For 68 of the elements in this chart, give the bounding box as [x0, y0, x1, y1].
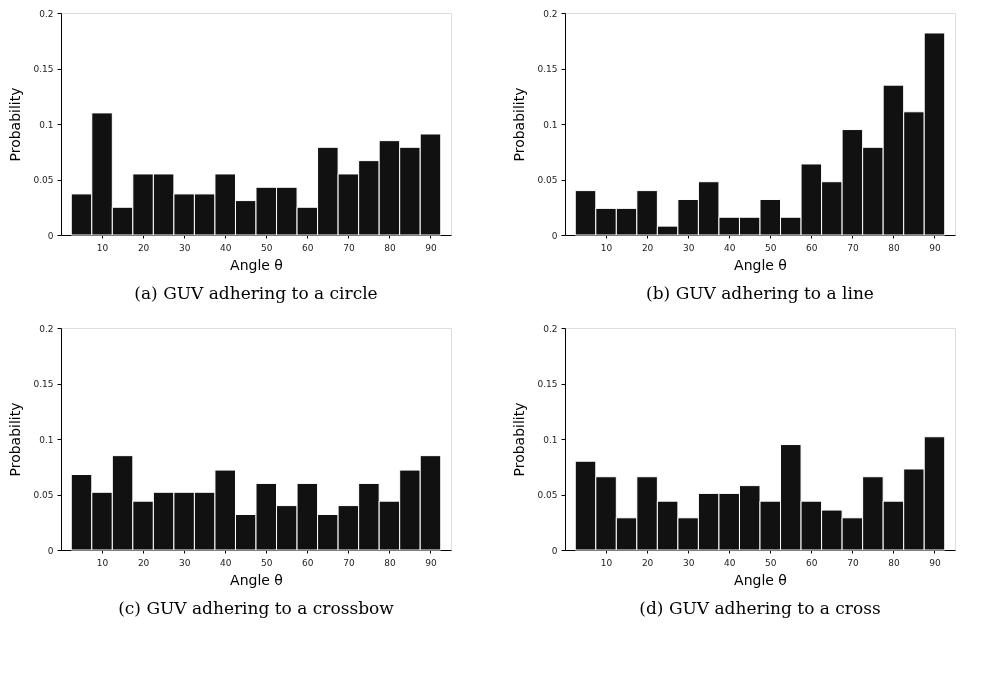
x-tick-label: 80	[384, 557, 396, 568]
x-tick-label: 60	[302, 242, 314, 253]
y-tick-label: 0	[551, 230, 558, 241]
x-tick-label: 90	[425, 242, 437, 253]
y-tick-label: 0.1	[39, 434, 54, 445]
x-tick-label: 40	[219, 242, 232, 253]
y-tick-label: 0	[551, 545, 558, 556]
y-axis-title: Probability	[7, 87, 24, 162]
x-axis-title: Angle θ	[230, 571, 283, 588]
y-tick-label: 0.2	[39, 323, 54, 334]
x-tick-label: 20	[641, 242, 654, 253]
x-axis-title: Angle θ	[734, 256, 787, 273]
x-tick-label: 70	[847, 242, 859, 253]
y-tick-label: 0	[47, 230, 54, 241]
text: (c) GUV adhering to a crossbow	[118, 598, 395, 618]
x-tick-label: 60	[806, 242, 818, 253]
y-axis-title: Probability	[511, 87, 528, 162]
x-axis-title: Angle θ	[734, 571, 787, 588]
x-tick-label: 80	[888, 557, 900, 568]
x-tick-label: 70	[343, 557, 355, 568]
x-tick-label: 10	[600, 557, 613, 568]
y-tick-label: 0.05	[33, 175, 54, 185]
x-tick-label: 30	[682, 242, 695, 253]
x-tick-label: 60	[302, 557, 314, 568]
x-tick-label: 90	[929, 557, 941, 568]
y-tick-label: 0.15	[537, 64, 558, 74]
y-tick-label: 0.05	[33, 490, 54, 500]
y-tick-label: 0	[47, 545, 54, 556]
y-tick-label: 0.1	[543, 434, 558, 445]
x-tick-label: 20	[137, 557, 150, 568]
y-tick-label: 0.1	[39, 119, 54, 130]
y-tick-label: 0.1	[543, 119, 558, 130]
y-tick-label: 0.15	[33, 64, 54, 74]
y-tick-label: 0.05	[537, 490, 558, 500]
x-tick-label: 10	[96, 557, 109, 568]
x-tick-label: 50	[261, 557, 273, 568]
x-tick-label: 40	[723, 242, 736, 253]
x-tick-label: 50	[765, 557, 777, 568]
x-tick-label: 90	[929, 242, 941, 253]
x-tick-label: 80	[888, 242, 900, 253]
x-tick-label: 10	[96, 242, 109, 253]
x-tick-label: 20	[641, 557, 654, 568]
y-axis-title: Probability	[7, 402, 24, 477]
y-tick-label: 0.2	[39, 8, 54, 19]
x-tick-label: 80	[384, 242, 396, 253]
x-tick-label: 70	[847, 557, 859, 568]
x-tick-label: 70	[343, 242, 355, 253]
x-tick-label: 30	[682, 557, 695, 568]
x-tick-label: 30	[178, 242, 191, 253]
text: (d) GUV adhering to a cross	[639, 598, 881, 618]
x-tick-label: 40	[219, 557, 232, 568]
y-tick-label: 0.2	[543, 323, 558, 334]
x-tick-label: 30	[178, 557, 191, 568]
x-tick-label: 10	[600, 242, 613, 253]
x-tick-label: 90	[425, 557, 437, 568]
x-axis-title: Angle θ	[230, 256, 283, 273]
x-tick-label: 20	[137, 242, 150, 253]
y-tick-label: 0.15	[33, 379, 54, 389]
y-axis-title: Probability	[511, 402, 528, 477]
x-tick-label: 50	[261, 242, 273, 253]
text: (b) GUV adhering to a line	[646, 283, 874, 303]
x-tick-label: 40	[723, 557, 736, 568]
x-tick-label: 60	[806, 557, 818, 568]
y-tick-label: 0.2	[543, 8, 558, 19]
text: (a) GUV adhering to a circle	[134, 283, 378, 303]
y-tick-label: 0.05	[537, 175, 558, 185]
y-tick-label: 0.15	[537, 379, 558, 389]
x-tick-label: 50	[765, 242, 777, 253]
